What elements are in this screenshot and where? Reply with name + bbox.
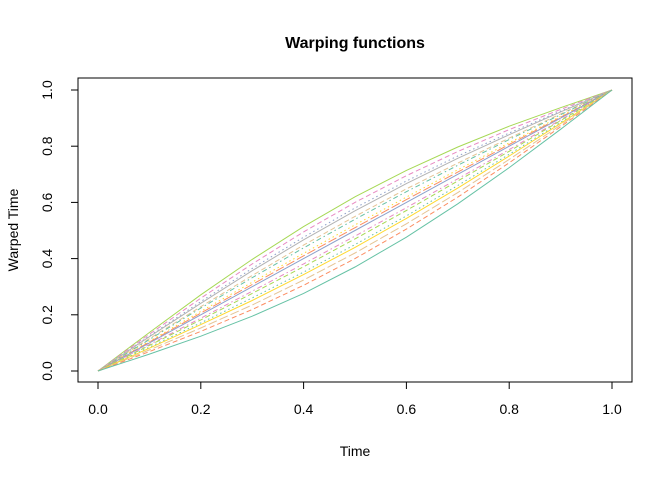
- y-tick-label: 0.0: [39, 361, 55, 381]
- x-tick-label: 0.6: [397, 401, 417, 417]
- x-axis: 0.0 0.2 0.4 0.6 0.8 1.0: [88, 381, 622, 417]
- series-line-15: [97, 89, 613, 372]
- y-tick-label: 1.0: [39, 80, 55, 100]
- series-line-8: [97, 89, 613, 372]
- x-axis-label: Time: [340, 443, 371, 459]
- series-lines: [97, 89, 613, 372]
- series-line-12: [97, 89, 613, 372]
- x-tick-label: 1.0: [602, 401, 622, 417]
- x-tick-label: 0.2: [191, 401, 211, 417]
- series-line-9: [97, 89, 613, 372]
- y-tick-label: 0.2: [39, 305, 55, 325]
- series-line-1: [97, 89, 613, 372]
- y-axis: 0.0 0.2 0.4 0.6 0.8 1.0: [39, 80, 79, 381]
- y-tick-label: 0.4: [39, 249, 55, 269]
- series-line-14: [97, 89, 613, 372]
- x-tick-label: 0.0: [88, 401, 108, 417]
- y-tick-label: 0.8: [39, 136, 55, 156]
- series-line-16: [97, 89, 613, 372]
- series-line-10: [97, 89, 613, 372]
- series-line-5: [97, 89, 613, 372]
- x-tick-label: 0.4: [294, 401, 314, 417]
- series-line-13: [97, 89, 613, 372]
- series-line-11: [97, 89, 613, 372]
- x-tick-label: 0.8: [499, 401, 519, 417]
- series-line-7: [97, 89, 613, 372]
- series-line-2: [97, 89, 613, 372]
- y-tick-label: 0.6: [39, 192, 55, 212]
- chart-title: Warping functions: [285, 35, 425, 52]
- y-axis-label: Warped Time: [5, 188, 21, 271]
- series-line-4: [97, 89, 613, 372]
- series-line-6: [97, 89, 613, 372]
